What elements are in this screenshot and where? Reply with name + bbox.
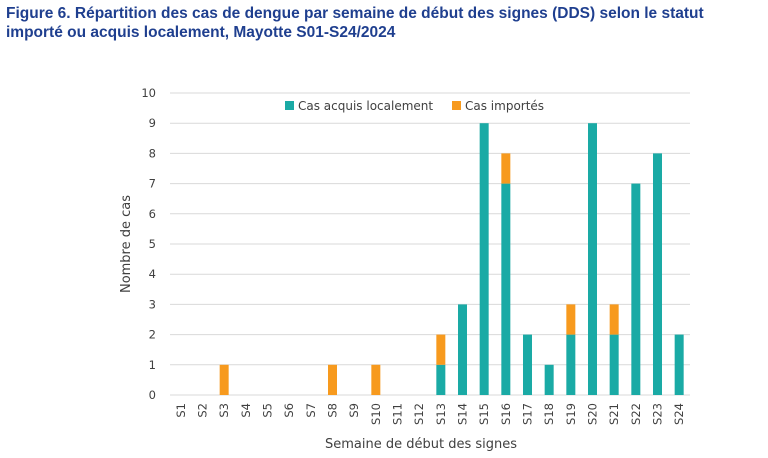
bar-local-S20 <box>588 123 597 395</box>
y-tick-label: 6 <box>149 207 156 221</box>
bar-local-S19 <box>566 334 576 395</box>
x-tick-label: S1 <box>174 403 188 418</box>
y-tick-label: 0 <box>149 388 156 402</box>
x-tick-label: S3 <box>217 403 231 418</box>
x-tick-label: S21 <box>607 403 621 425</box>
x-tick-label: S8 <box>326 403 340 418</box>
bars <box>219 123 684 395</box>
x-tick-label: S12 <box>412 403 426 425</box>
bar-imported-S3 <box>219 364 229 395</box>
y-tick-label: 5 <box>149 237 156 251</box>
bar-imported-S19 <box>566 304 576 335</box>
x-tick-label: S20 <box>586 403 600 425</box>
x-tick-label: S10 <box>369 403 383 425</box>
bar-local-S18 <box>544 364 554 395</box>
bar-imported-S13 <box>436 334 446 365</box>
bar-local-S24 <box>674 334 684 395</box>
y-tick-label: 4 <box>149 267 156 281</box>
chart-title: Figure 6. Répartition des cas de dengue … <box>6 5 704 41</box>
x-tick-label: S22 <box>629 403 643 425</box>
legend: Cas acquis localement Cas importés <box>285 99 544 113</box>
bar-local-S23 <box>653 153 662 395</box>
x-tick-label: S5 <box>261 403 275 418</box>
y-axis-ticks: 0 1 2 3 4 5 6 7 8 9 10 <box>141 86 156 402</box>
y-tick-label: 9 <box>149 116 156 130</box>
x-tick-label: S11 <box>391 403 405 425</box>
x-tick-label: S17 <box>521 403 535 425</box>
bar-local-S15 <box>479 123 489 395</box>
x-tick-label: S7 <box>304 403 318 418</box>
legend-swatch-local <box>285 101 294 110</box>
bar-imported-S8 <box>328 364 337 395</box>
x-tick-label: S19 <box>564 403 578 425</box>
x-axis-ticks: S1 S2 S3 S4 S5 S6 S7 S8 S9 S10 S11 S12 S13 S14 S15 S16 S… <box>174 403 686 425</box>
bar-imported-S16 <box>501 153 511 184</box>
bar-local-S14 <box>458 304 467 395</box>
x-tick-label: S9 <box>347 403 361 418</box>
x-tick-label: S18 <box>542 403 556 425</box>
x-tick-label: S13 <box>434 403 448 425</box>
bar-local-S21 <box>609 334 619 395</box>
bar-imported-S21 <box>609 304 619 335</box>
x-tick-label: S4 <box>239 403 253 418</box>
bar-imported-S10 <box>371 364 381 395</box>
x-tick-label: S16 <box>499 403 513 425</box>
y-tick-label: 7 <box>149 177 156 191</box>
y-tick-label: 8 <box>149 146 156 160</box>
x-tick-label: S23 <box>651 403 665 425</box>
legend-swatch-imported <box>452 101 461 110</box>
bar-local-S22 <box>631 183 641 395</box>
x-tick-label: S14 <box>456 403 470 425</box>
y-tick-label: 1 <box>149 358 156 372</box>
y-tick-label: 2 <box>149 328 156 342</box>
x-tick-label: S6 <box>282 403 296 418</box>
y-axis-label: Nombre de cas <box>119 195 134 293</box>
x-tick-label: S24 <box>672 403 686 425</box>
bar-local-S13 <box>436 364 446 395</box>
x-axis-label: Semaine de début des signes <box>325 437 517 452</box>
x-tick-label: S15 <box>477 403 491 425</box>
legend-label-imported: Cas importés <box>465 99 544 113</box>
x-tick-label: S2 <box>196 403 210 418</box>
legend-label-local: Cas acquis localement <box>298 99 433 113</box>
y-tick-label: 3 <box>149 297 156 311</box>
bar-local-S17 <box>523 334 532 395</box>
gridlines <box>170 92 690 396</box>
y-tick-label: 10 <box>141 86 156 100</box>
bar-local-S16 <box>501 183 511 395</box>
